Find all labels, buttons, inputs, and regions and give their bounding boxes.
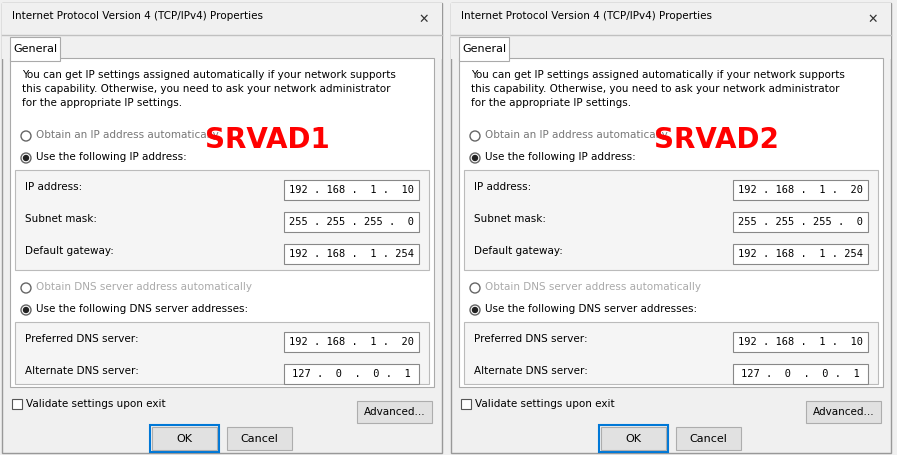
Bar xyxy=(2,3,442,35)
Text: Obtain DNS server address automatically: Obtain DNS server address automatically xyxy=(485,282,701,292)
Bar xyxy=(10,37,60,61)
Text: 192 . 168 .  1 .  20: 192 . 168 . 1 . 20 xyxy=(738,185,863,195)
Text: Use the following IP address:: Use the following IP address: xyxy=(485,152,636,162)
Text: Use the following DNS server addresses:: Use the following DNS server addresses: xyxy=(36,304,248,314)
Text: IP address:: IP address: xyxy=(474,182,531,192)
Text: Alternate DNS server:: Alternate DNS server: xyxy=(474,366,588,376)
Text: Cancel: Cancel xyxy=(240,434,278,444)
Circle shape xyxy=(23,308,29,313)
Text: Obtain an IP address automatically: Obtain an IP address automatically xyxy=(485,130,667,140)
Circle shape xyxy=(473,308,477,313)
Bar xyxy=(733,244,868,264)
Bar xyxy=(15,322,429,384)
Text: Validate settings upon exit: Validate settings upon exit xyxy=(475,399,614,409)
Text: OK: OK xyxy=(625,434,641,444)
Text: this capability. Otherwise, you need to ask your network administrator: this capability. Otherwise, you need to … xyxy=(22,84,390,94)
Text: SRVAD2: SRVAD2 xyxy=(654,126,779,154)
Text: You can get IP settings assigned automatically if your network supports: You can get IP settings assigned automat… xyxy=(22,70,396,80)
Bar xyxy=(451,3,891,35)
Text: Validate settings upon exit: Validate settings upon exit xyxy=(26,399,166,409)
Circle shape xyxy=(23,156,29,161)
Bar xyxy=(15,170,429,270)
Bar xyxy=(464,322,878,384)
Text: You can get IP settings assigned automatically if your network supports: You can get IP settings assigned automat… xyxy=(471,70,845,80)
Text: Alternate DNS server:: Alternate DNS server: xyxy=(25,366,139,376)
Text: 255 . 255 . 255 .  0: 255 . 255 . 255 . 0 xyxy=(289,217,414,227)
Bar xyxy=(806,401,881,423)
Bar xyxy=(733,180,868,200)
Bar xyxy=(676,427,741,450)
Text: this capability. Otherwise, you need to ask your network administrator: this capability. Otherwise, you need to … xyxy=(471,84,840,94)
Bar xyxy=(733,212,868,232)
Bar xyxy=(2,35,442,59)
Bar xyxy=(461,399,471,409)
Text: Internet Protocol Version 4 (TCP/IPv4) Properties: Internet Protocol Version 4 (TCP/IPv4) P… xyxy=(12,11,263,21)
Bar xyxy=(451,3,891,453)
Text: OK: OK xyxy=(177,434,193,444)
Text: Obtain an IP address automatically: Obtain an IP address automatically xyxy=(36,130,219,140)
Bar xyxy=(733,332,868,352)
Text: for the appropriate IP settings.: for the appropriate IP settings. xyxy=(471,98,631,108)
Bar xyxy=(733,364,868,384)
Text: Internet Protocol Version 4 (TCP/IPv4) Properties: Internet Protocol Version 4 (TCP/IPv4) P… xyxy=(461,11,712,21)
Text: Preferred DNS server:: Preferred DNS server: xyxy=(25,334,139,344)
Bar xyxy=(599,425,668,452)
Text: General: General xyxy=(13,44,57,54)
Text: Subnet mask:: Subnet mask: xyxy=(474,214,546,224)
Circle shape xyxy=(473,156,477,161)
Bar xyxy=(601,427,666,450)
Bar xyxy=(459,58,883,387)
Bar xyxy=(2,3,442,453)
Text: Subnet mask:: Subnet mask: xyxy=(25,214,97,224)
Text: IP address:: IP address: xyxy=(25,182,83,192)
Text: for the appropriate IP settings.: for the appropriate IP settings. xyxy=(22,98,182,108)
Text: Obtain DNS server address automatically: Obtain DNS server address automatically xyxy=(36,282,252,292)
Text: Use the following IP address:: Use the following IP address: xyxy=(36,152,187,162)
Text: Preferred DNS server:: Preferred DNS server: xyxy=(474,334,588,344)
Text: Cancel: Cancel xyxy=(690,434,727,444)
Text: 192 . 168 .  1 . 254: 192 . 168 . 1 . 254 xyxy=(289,249,414,259)
Text: 192 . 168 .  1 . 254: 192 . 168 . 1 . 254 xyxy=(738,249,863,259)
Text: 127 .  0  .  0 .  1: 127 . 0 . 0 . 1 xyxy=(741,369,860,379)
Text: 192 . 168 .  1 .  10: 192 . 168 . 1 . 10 xyxy=(738,337,863,347)
Bar xyxy=(10,58,434,387)
Text: Default gateway:: Default gateway: xyxy=(25,246,114,256)
Bar xyxy=(284,180,419,200)
Text: General: General xyxy=(462,44,506,54)
Text: 192 . 168 .  1 .  20: 192 . 168 . 1 . 20 xyxy=(289,337,414,347)
Text: Advanced...: Advanced... xyxy=(813,407,875,417)
Bar xyxy=(451,35,891,59)
Bar xyxy=(284,244,419,264)
Bar xyxy=(357,401,432,423)
Text: Use the following DNS server addresses:: Use the following DNS server addresses: xyxy=(485,304,697,314)
Bar xyxy=(284,212,419,232)
Bar xyxy=(152,427,217,450)
Text: 127 .  0  .  0 .  1: 127 . 0 . 0 . 1 xyxy=(292,369,411,379)
Bar xyxy=(12,399,22,409)
Bar xyxy=(284,332,419,352)
Text: Advanced...: Advanced... xyxy=(363,407,425,417)
Bar xyxy=(150,425,219,452)
Bar xyxy=(464,170,878,270)
Text: 255 . 255 . 255 .  0: 255 . 255 . 255 . 0 xyxy=(738,217,863,227)
Text: 192 . 168 .  1 .  10: 192 . 168 . 1 . 10 xyxy=(289,185,414,195)
Bar xyxy=(284,364,419,384)
Bar xyxy=(227,427,292,450)
Text: Default gateway:: Default gateway: xyxy=(474,246,563,256)
Text: ✕: ✕ xyxy=(419,12,430,25)
Bar xyxy=(459,37,509,61)
Text: ✕: ✕ xyxy=(867,12,878,25)
Text: SRVAD1: SRVAD1 xyxy=(205,126,330,154)
